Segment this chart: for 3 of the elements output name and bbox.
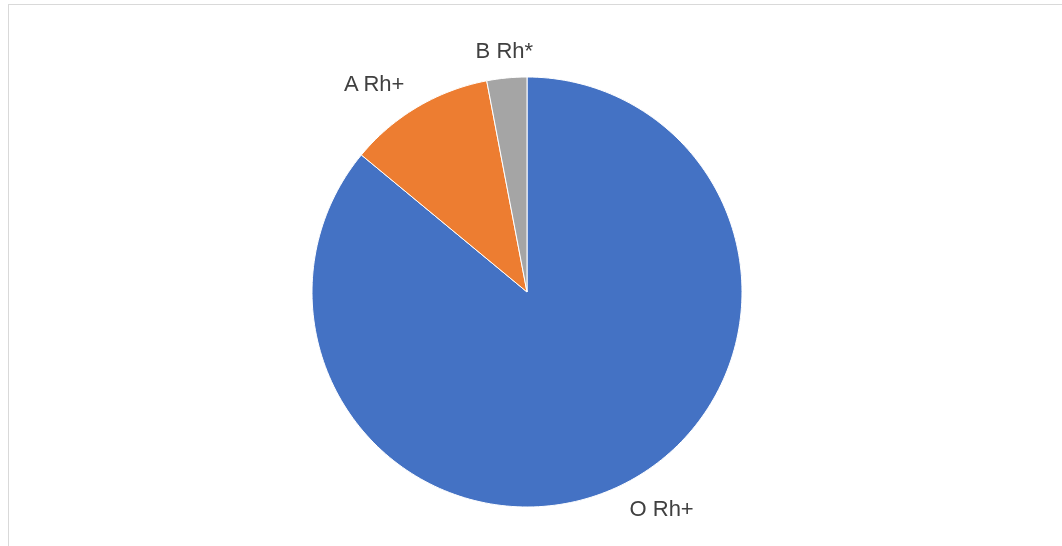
slice-label: B Rh*	[475, 38, 534, 64]
slice-label: A Rh+	[343, 70, 405, 96]
slice-label: O Rh+	[629, 495, 694, 521]
